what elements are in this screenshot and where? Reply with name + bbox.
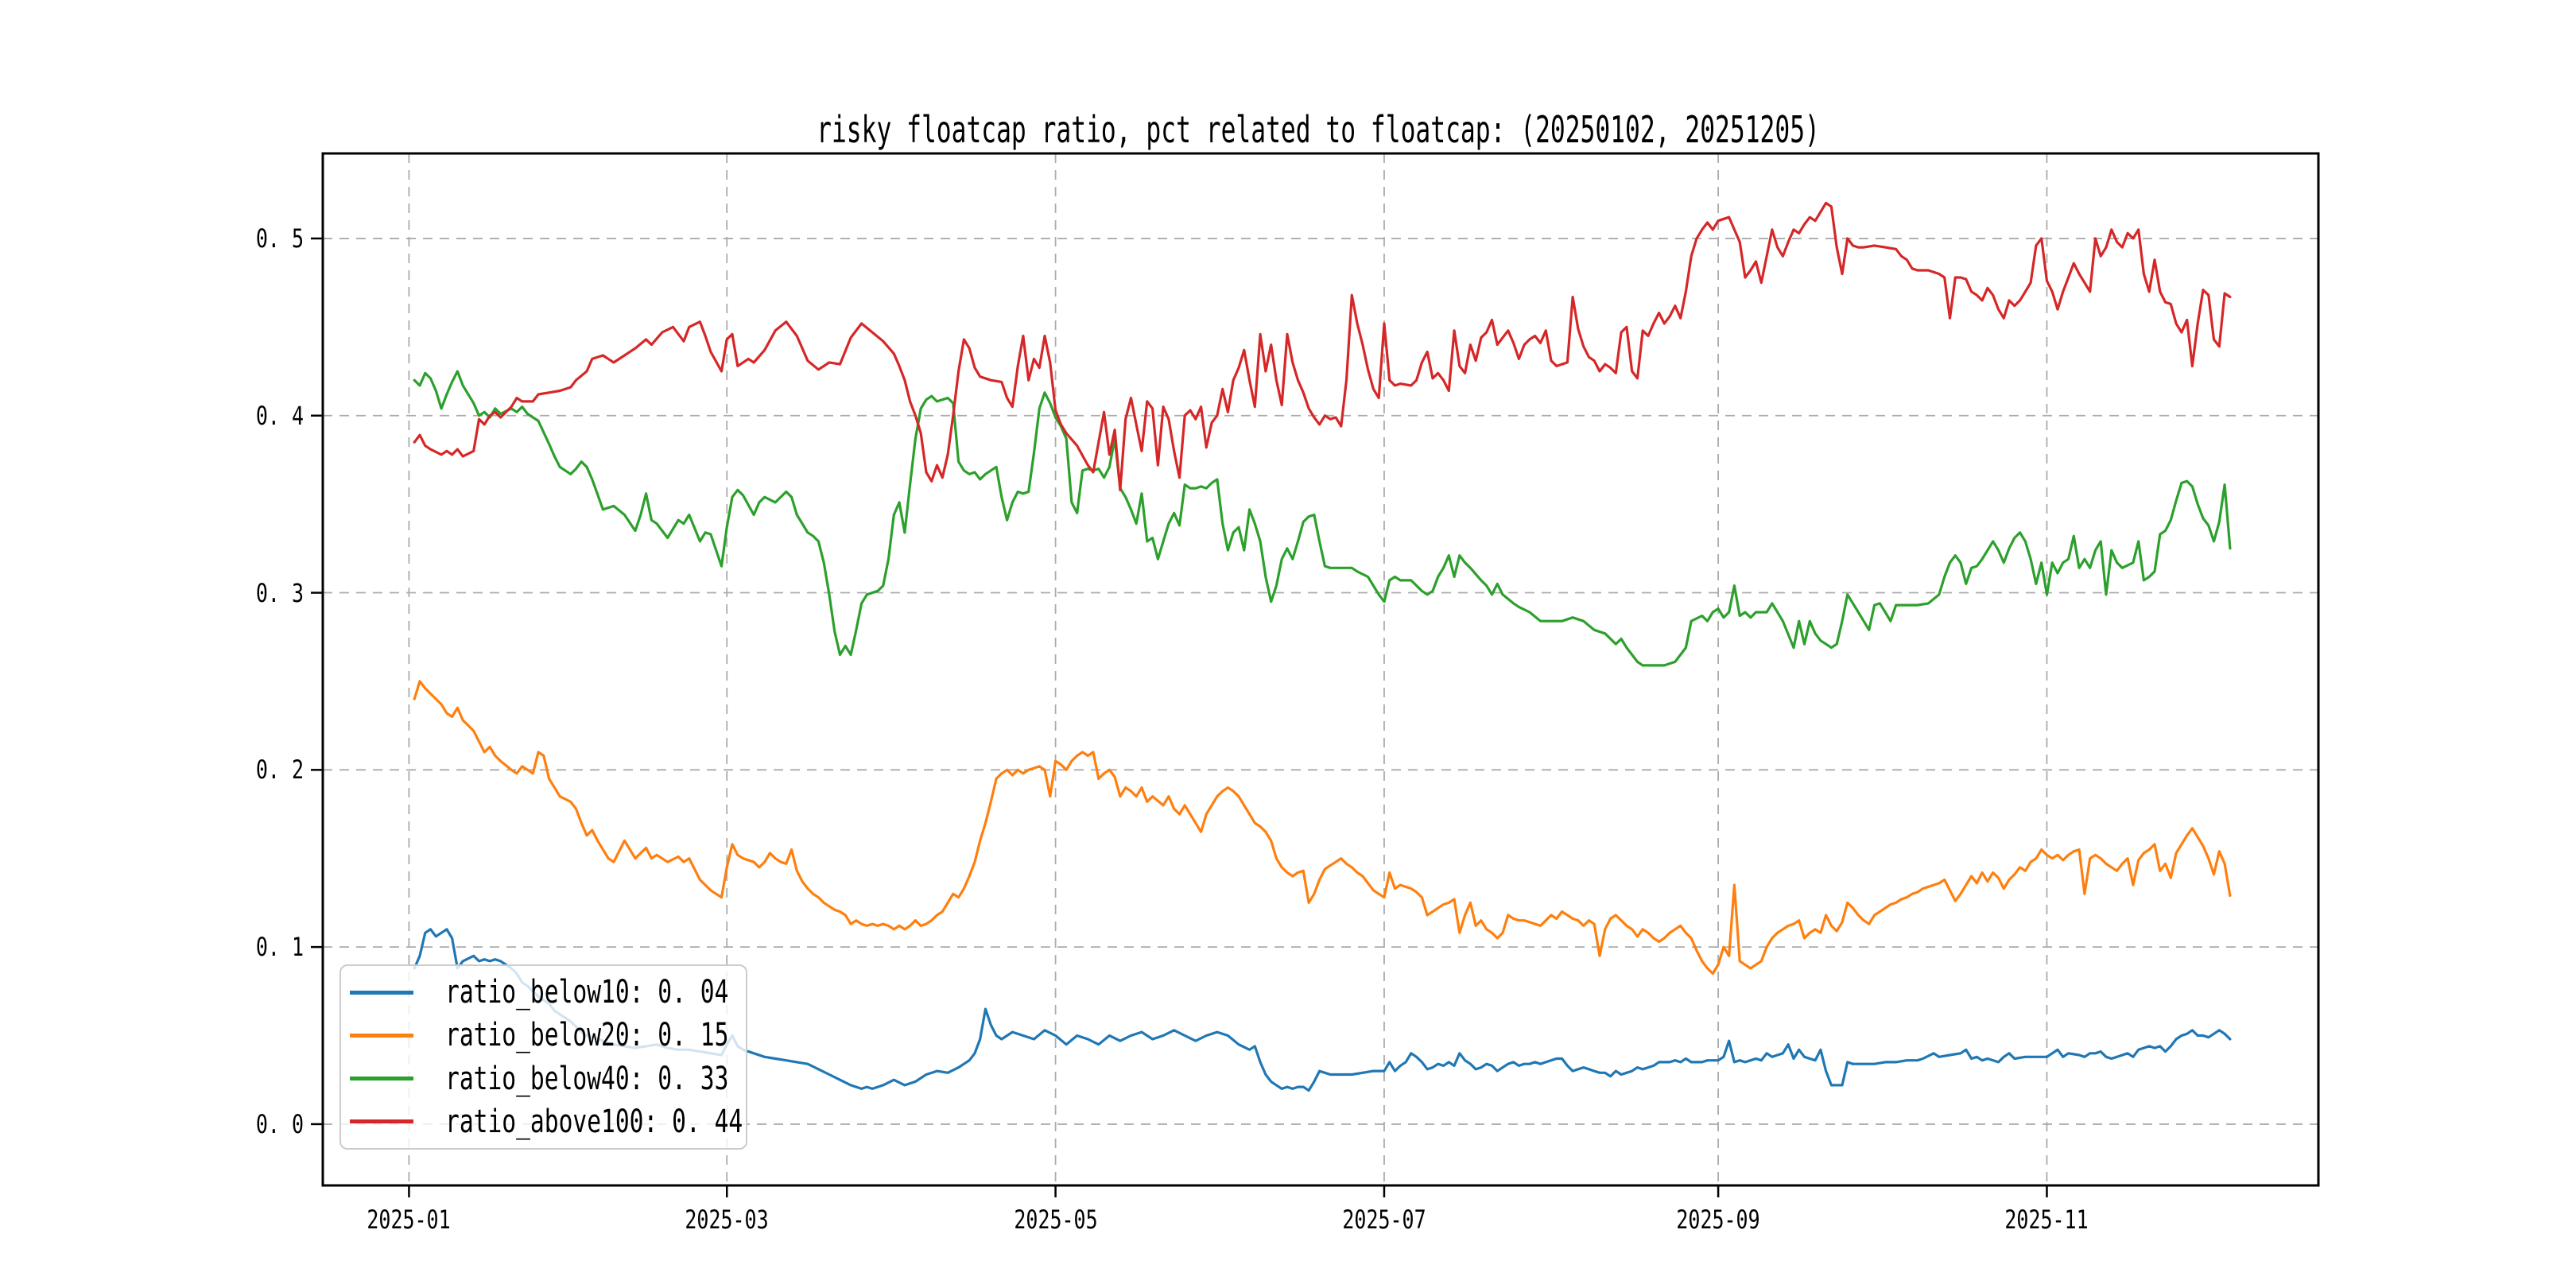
legend-row: ratio_below10: 0. 04 xyxy=(341,972,746,1013)
legend-row: ratio_above100: 0. 44 xyxy=(341,1101,746,1143)
x-axis-tick-label: 2025-01 xyxy=(367,1205,452,1235)
y-axis-tick-label: 0. 3 xyxy=(255,577,304,608)
legend-line-swatch xyxy=(350,1119,413,1124)
series-line-ratio_above100 xyxy=(413,201,2232,491)
y-axis-tick-label: 0. 1 xyxy=(255,932,304,963)
series-line-ratio_below40 xyxy=(413,370,2232,667)
legend-row: ratio_below20: 0. 15 xyxy=(341,1014,746,1056)
series-line-ratio_below20 xyxy=(413,680,2232,976)
x-axis-tick-label: 2025-07 xyxy=(1342,1205,1426,1235)
y-axis-tick-label: 0. 5 xyxy=(255,223,304,254)
legend: ratio_below10: 0. 04 ratio_below20: 0. 1… xyxy=(339,964,747,1150)
plot-border xyxy=(321,152,2320,1187)
legend-line-swatch xyxy=(350,1033,413,1038)
legend-label: ratio_above100: 0. 44 xyxy=(445,1103,743,1140)
y-axis-tick-label: 0. 4 xyxy=(255,400,304,431)
x-axis-tick-label: 2025-05 xyxy=(1013,1205,1098,1235)
legend-label: ratio_below10: 0. 04 xyxy=(445,974,729,1011)
legend-line-swatch xyxy=(350,1077,413,1081)
y-axis-tick-label: 0. 0 xyxy=(255,1108,304,1139)
x-axis-tick-label: 2025-03 xyxy=(685,1205,769,1235)
y-axis-tick-label: 0. 2 xyxy=(255,755,304,786)
x-axis-tick-label: 2025-09 xyxy=(1676,1205,1760,1235)
legend-label: ratio_below40: 0. 33 xyxy=(445,1060,729,1097)
legend-label: ratio_below20: 0. 15 xyxy=(445,1017,729,1054)
legend-row: ratio_below40: 0. 33 xyxy=(341,1058,746,1100)
page-title: risky floatcap ratio, pct related to flo… xyxy=(817,108,1820,151)
legend-line-swatch xyxy=(350,990,413,995)
x-axis-tick-label: 2025-11 xyxy=(2004,1205,2089,1235)
